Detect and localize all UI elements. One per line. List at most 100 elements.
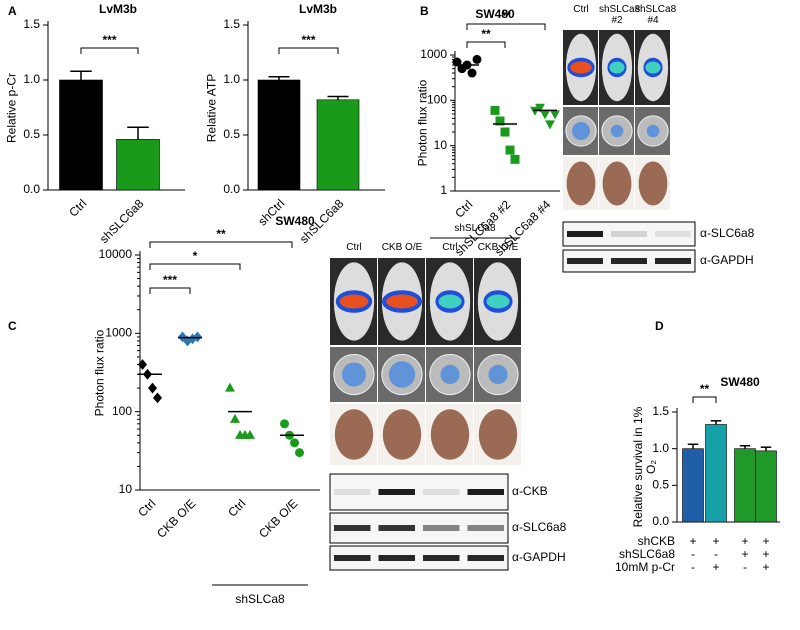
y-tick-label: 0.0 <box>223 182 240 196</box>
data-point <box>530 106 540 116</box>
significance-label: * <box>193 249 198 263</box>
bioluminescence-core <box>609 61 625 74</box>
significance-bracket <box>278 47 339 54</box>
liver <box>566 161 596 206</box>
panel-label: A <box>8 4 17 18</box>
bioluminescence-core <box>486 294 510 309</box>
bar <box>59 79 103 191</box>
data-point <box>148 382 157 394</box>
condition-label: 10mM p-Cr <box>615 560 675 574</box>
significance-label: ** <box>501 9 511 23</box>
panel-label: D <box>655 319 664 333</box>
data-point <box>505 145 515 155</box>
data-point <box>452 57 462 67</box>
data-point <box>535 103 545 113</box>
image-column-label: CKB O/E <box>381 242 423 253</box>
blot-band <box>334 555 371 561</box>
data-point <box>225 382 235 392</box>
chart-title: SW480 <box>720 375 760 389</box>
y-tick-label: 1.5 <box>23 17 40 31</box>
condition-mark: + <box>712 534 719 548</box>
significance-bracket <box>80 47 139 54</box>
significance-label: *** <box>163 273 177 287</box>
condition-mark: - <box>691 547 695 561</box>
chart-title: SW480 <box>275 214 315 228</box>
condition-mark: - <box>691 560 695 574</box>
y-axis-label: Photon flux ratio <box>415 79 430 167</box>
bar <box>316 99 360 191</box>
significance-bracket <box>149 241 293 248</box>
blot-label: α-GAPDH <box>700 253 754 267</box>
bioluminescence-core <box>386 294 418 309</box>
data-point <box>490 105 500 115</box>
blot-band <box>378 555 415 561</box>
condition-mark: - <box>714 547 718 561</box>
image-column-label: shSLCa8 #2 <box>599 4 641 26</box>
y-tick-label: 1.0 <box>23 72 40 86</box>
condition-mark: + <box>689 534 696 548</box>
bar <box>682 448 704 523</box>
significance-bracket <box>149 263 241 270</box>
bioluminescence-core <box>570 61 592 74</box>
data-point <box>510 154 520 164</box>
y-tick-label: 1.5 <box>652 404 669 418</box>
data-point <box>540 110 550 120</box>
blot-band <box>423 555 460 561</box>
image-column-label: Ctrl <box>573 4 589 15</box>
dish-signal <box>342 362 366 387</box>
data-point <box>178 331 187 343</box>
chart-title: LvM3b <box>299 2 337 16</box>
liver <box>478 409 518 460</box>
significance-bracket <box>466 41 506 48</box>
data-point <box>290 438 299 448</box>
blot-band <box>567 258 603 264</box>
y-tick-label: 1000 <box>105 326 132 340</box>
liver <box>602 161 632 206</box>
x-tick-label: Ctrl <box>225 496 248 519</box>
y-tick-label: 1 <box>440 183 447 197</box>
data-point <box>230 413 240 423</box>
liver <box>334 409 374 460</box>
y-tick-label: 100 <box>112 404 132 418</box>
image-group-label: shSLCa8 <box>454 223 496 234</box>
group-label: shSLCa8 <box>235 592 285 606</box>
bar <box>116 139 160 191</box>
y-axis-label: Relative p-Cr <box>4 72 19 143</box>
data-point <box>183 335 192 347</box>
blot-band <box>334 489 371 495</box>
data-point <box>500 127 510 137</box>
blot-band <box>655 231 691 237</box>
y-axis-label: Relative ATP <box>204 73 219 142</box>
bioluminescence-core <box>438 294 462 309</box>
x-tick-label: CKB O/E <box>256 496 300 540</box>
condition-mark: + <box>741 534 748 548</box>
y-axis-label: Photon flux ratio <box>92 329 107 416</box>
x-tick-label: Ctrl <box>135 496 158 519</box>
panel-label: B <box>420 4 429 18</box>
y-tick-label: 0.0 <box>23 182 40 196</box>
significance-bracket <box>149 287 191 294</box>
blot-label: α-SLC6a8 <box>512 520 567 534</box>
blot-band <box>378 489 415 495</box>
image-column-label: Ctrl <box>442 242 458 253</box>
bar <box>734 448 756 523</box>
blot-band <box>655 258 691 264</box>
x-tick-label: Ctrl <box>452 197 475 220</box>
condition-mark: + <box>712 560 719 574</box>
blot-label: α-GAPDH <box>512 550 566 564</box>
significance-label: ** <box>216 227 226 241</box>
y-tick-label: 1.0 <box>223 72 240 86</box>
liver <box>430 409 470 460</box>
chart-title: LvM3b <box>99 2 137 16</box>
data-point <box>280 419 289 429</box>
condition-label: shSLC6a8 <box>619 547 675 561</box>
condition-mark: + <box>762 534 769 548</box>
y-tick-label: 0.5 <box>652 478 669 492</box>
blot-band <box>567 231 603 237</box>
bar <box>705 424 727 523</box>
significance-label: *** <box>301 33 315 47</box>
blot-band <box>611 231 647 237</box>
data-point <box>138 359 147 370</box>
y-tick-label: 10 <box>434 138 448 152</box>
